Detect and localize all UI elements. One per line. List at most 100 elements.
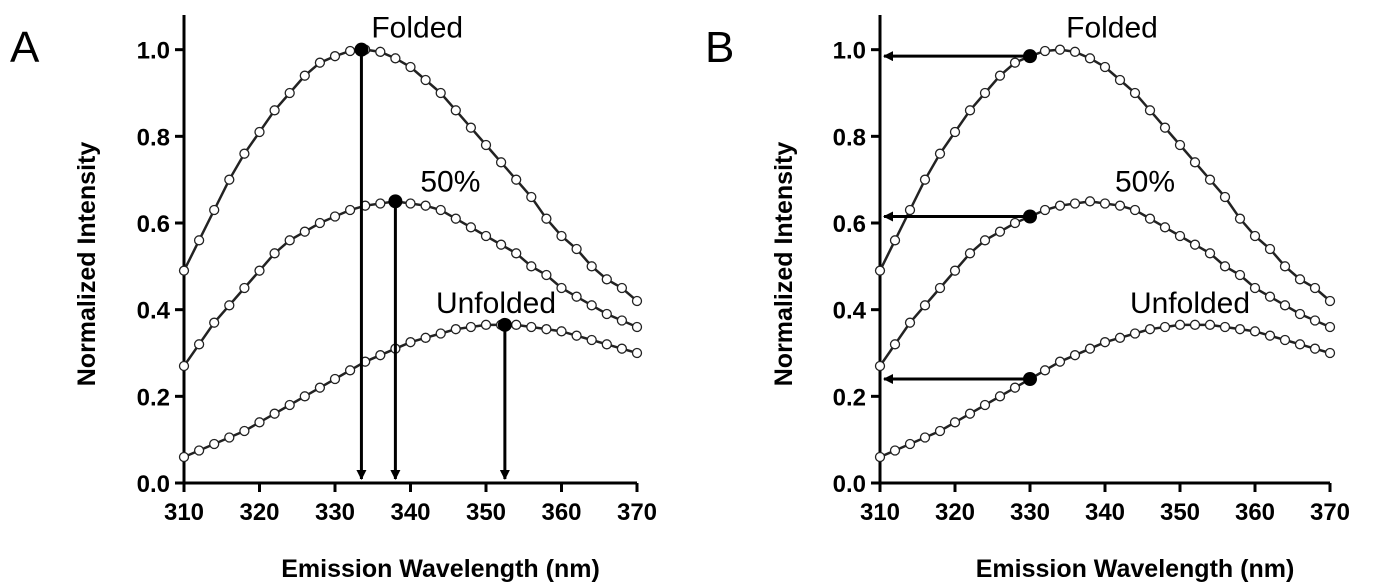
data-point: [586, 300, 597, 311]
data-point: [631, 295, 643, 307]
highlight-point: [1023, 372, 1037, 386]
data-point: [919, 174, 931, 185]
data-point: [1129, 87, 1141, 99]
data-point: [435, 328, 446, 339]
data-point: [1114, 74, 1126, 86]
data-point: [1294, 308, 1306, 320]
x-axis-title: Emission Wavelength (nm): [976, 555, 1295, 583]
data-point: [435, 204, 446, 216]
data-point: [1294, 339, 1306, 350]
data-point: [269, 105, 280, 116]
panel: B 0.0 0.2 0.4 0.6 0.8 1.0 310 320 330 340 350 360 370…: [705, 12, 1350, 583]
highlight-point: [497, 317, 512, 332]
data-point: [480, 139, 492, 151]
data-point: [420, 74, 431, 86]
data-point: [1294, 274, 1306, 285]
data-point: [904, 438, 916, 450]
series-label: Folded: [1066, 12, 1158, 45]
data-point: [586, 334, 597, 346]
data-point: [239, 425, 250, 437]
data-point: [1039, 204, 1051, 216]
panel: A 0.0 0.2 0.4 0.6 0.8 1.0 310 320 330 340 350 360 370…: [10, 12, 657, 583]
data-point: [1099, 337, 1111, 348]
data-point: [616, 282, 628, 294]
data-point: [1324, 321, 1336, 333]
panel-label: A: [10, 23, 40, 72]
data-point: [254, 265, 265, 276]
data-point: [344, 204, 356, 216]
data-point: [1264, 243, 1276, 255]
data-point: [904, 317, 916, 328]
data-point: [904, 204, 916, 216]
y-tick-label: 0.0: [833, 471, 866, 498]
data-point: [1084, 53, 1096, 64]
data-point: [450, 105, 461, 116]
y-tick-label: 0.6: [833, 211, 866, 238]
data-point: [889, 235, 901, 246]
data-point: [1309, 282, 1321, 294]
data-point: [631, 347, 643, 359]
data-point: [329, 373, 341, 385]
data-point: [919, 432, 931, 443]
data-point: [1174, 319, 1186, 330]
data-point: [465, 321, 477, 333]
data-point: [239, 148, 250, 159]
data-point: [994, 70, 1006, 81]
data-point: [994, 226, 1006, 237]
data-point: [1264, 291, 1276, 302]
data-point: [209, 204, 220, 216]
data-point: [1189, 319, 1201, 330]
data-point: [526, 191, 537, 203]
x-tick-label: 360: [1235, 499, 1275, 526]
x-tick-label: 350: [1160, 499, 1200, 526]
data-point: [1309, 315, 1321, 326]
data-point: [1234, 324, 1246, 335]
data-point: [269, 408, 280, 419]
x-tick-label: 330: [315, 499, 355, 526]
series-line: [878, 48, 1331, 302]
data-point: [329, 51, 341, 62]
x-tick-label: 340: [1085, 499, 1125, 526]
data-point: [1009, 217, 1021, 229]
data-point: [964, 248, 976, 259]
data-point: [224, 174, 235, 185]
y-axis-title: Normalized Intensity: [73, 142, 101, 387]
data-point: [556, 282, 567, 294]
data-point: [390, 53, 401, 64]
data-point: [495, 157, 507, 168]
y-tick-label: 0.4: [833, 298, 867, 325]
data-point: [254, 126, 265, 138]
x-tick-label: 320: [935, 499, 975, 526]
panel-label: B: [705, 23, 734, 72]
data-point: [874, 265, 886, 276]
data-point: [284, 87, 295, 99]
data-point: [616, 343, 628, 354]
data-point: [299, 70, 310, 81]
data-point: [1009, 57, 1021, 68]
data-point: [209, 438, 220, 450]
data-point: [284, 399, 295, 411]
data-point: [586, 261, 597, 272]
data-point: [1204, 248, 1216, 259]
data-point: [979, 399, 991, 411]
data-point: [314, 217, 326, 229]
data-point: [314, 57, 326, 68]
data-point: [571, 291, 582, 302]
data-point: [541, 324, 552, 335]
data-point: [1054, 200, 1066, 211]
data-point: [1114, 200, 1126, 211]
data-point: [949, 417, 961, 428]
data-point: [994, 391, 1006, 402]
y-tick-label: 1.0: [833, 38, 866, 65]
data-point: [511, 174, 522, 185]
data-point: [1144, 324, 1156, 335]
x-tick-label: 350: [466, 499, 506, 526]
data-point: [178, 451, 190, 463]
x-tick-label: 320: [239, 499, 279, 526]
data-point: [495, 239, 507, 250]
data-point: [1249, 326, 1261, 337]
x-tick-label: 370: [1310, 499, 1350, 526]
data-point: [964, 105, 976, 116]
data-point: [254, 417, 265, 428]
